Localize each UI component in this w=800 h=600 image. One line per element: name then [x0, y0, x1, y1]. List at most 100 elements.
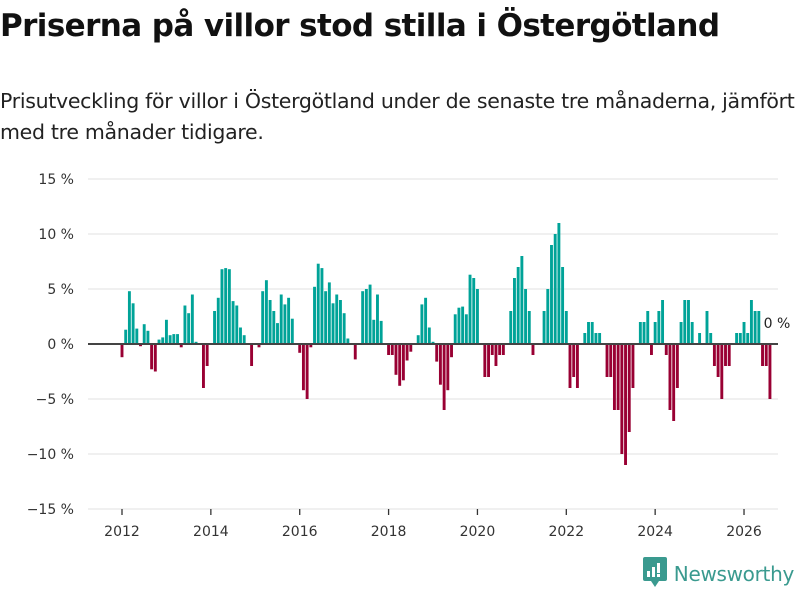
- x-tick-label: 2020: [460, 524, 496, 540]
- bar: [387, 344, 391, 355]
- bar: [568, 344, 572, 388]
- bar: [738, 333, 742, 344]
- bar: [757, 311, 761, 344]
- y-tick-label: 5 %: [47, 282, 74, 298]
- bar: [213, 311, 217, 344]
- bar: [153, 344, 157, 372]
- bar: [364, 289, 368, 344]
- bar: [664, 344, 668, 355]
- bar: [313, 286, 316, 344]
- bar: [590, 322, 594, 344]
- bar: [235, 305, 239, 344]
- bar: [431, 341, 435, 344]
- bar: [631, 344, 635, 388]
- bar: [435, 344, 439, 362]
- bar: [761, 344, 764, 366]
- bar: [661, 300, 665, 344]
- bar: [572, 344, 576, 377]
- bar: [457, 307, 461, 344]
- bar: [438, 344, 442, 385]
- bar: [320, 268, 324, 344]
- x-tick-label: 2016: [282, 524, 318, 540]
- bar: [287, 297, 291, 344]
- bar: [290, 318, 294, 344]
- bar: [727, 344, 731, 366]
- bar: [735, 333, 739, 344]
- x-axis: 2012 2014 2016 2018 2020 2022 2024 2026: [104, 509, 762, 540]
- bar: [279, 294, 283, 344]
- bar: [227, 269, 231, 344]
- bar: [176, 334, 179, 344]
- bar: [698, 333, 702, 344]
- bar: [127, 291, 131, 344]
- bar: [416, 335, 420, 344]
- bar: [398, 344, 402, 386]
- x-tick-label: 2026: [726, 524, 762, 540]
- bar: [187, 313, 191, 344]
- bar: [194, 341, 198, 344]
- bar: [335, 294, 339, 344]
- bar: [675, 344, 679, 388]
- bar: [705, 311, 709, 344]
- bar: [324, 291, 328, 344]
- bar: [524, 289, 528, 344]
- bar: [498, 344, 502, 355]
- bar: [168, 335, 172, 344]
- y-tick-label: 0 %: [47, 337, 74, 353]
- bar: [283, 304, 287, 344]
- bar: [690, 322, 694, 344]
- bar: [131, 303, 135, 344]
- bar: [327, 282, 331, 344]
- bar: [135, 328, 139, 344]
- bar: [272, 311, 276, 344]
- bar: [401, 344, 405, 381]
- bar: [453, 314, 457, 344]
- y-tick-label: 10 %: [38, 227, 74, 243]
- bar: [594, 333, 598, 344]
- bar: [624, 344, 627, 465]
- bar: [509, 311, 513, 344]
- x-tick-label: 2024: [637, 524, 673, 540]
- brand-name: Newsworthy: [673, 562, 795, 586]
- bar: [609, 344, 613, 377]
- bar: [331, 303, 335, 344]
- y-tick-label: −10 %: [27, 447, 74, 463]
- bar-chart-bubble-icon: [642, 557, 667, 591]
- bar: [250, 344, 254, 366]
- last-value-label: 0 %: [764, 316, 791, 332]
- bar: [342, 313, 346, 344]
- bar: [220, 269, 224, 344]
- chart-title: Priserna på villor stod stilla i Östergö…: [0, 8, 720, 44]
- bar: [450, 344, 453, 358]
- bar: [546, 289, 550, 344]
- bar: [164, 319, 168, 344]
- bar: [531, 344, 535, 355]
- bar: [627, 344, 631, 432]
- bar: [446, 344, 450, 391]
- bar: [550, 245, 553, 344]
- bar: [120, 344, 124, 358]
- bar: [161, 337, 165, 344]
- bar: [472, 278, 476, 344]
- bar: [679, 322, 683, 344]
- newsworthy-brand[interactable]: Newsworthy: [642, 557, 795, 591]
- bar: [298, 344, 302, 353]
- bars: [120, 223, 772, 465]
- bar: [683, 300, 687, 344]
- bar: [553, 234, 557, 344]
- bar: [139, 344, 142, 347]
- bar: [575, 344, 579, 388]
- bar: [612, 344, 616, 410]
- bar: [716, 344, 720, 377]
- bar: [501, 344, 505, 355]
- bar: [216, 297, 220, 344]
- bar: [376, 294, 379, 344]
- bar: [316, 263, 320, 344]
- bar: [646, 311, 650, 344]
- bar: [672, 344, 676, 421]
- bar: [520, 256, 524, 344]
- bar: [409, 344, 413, 352]
- bar: [305, 344, 309, 399]
- bar: [461, 306, 465, 344]
- bar: [202, 344, 205, 388]
